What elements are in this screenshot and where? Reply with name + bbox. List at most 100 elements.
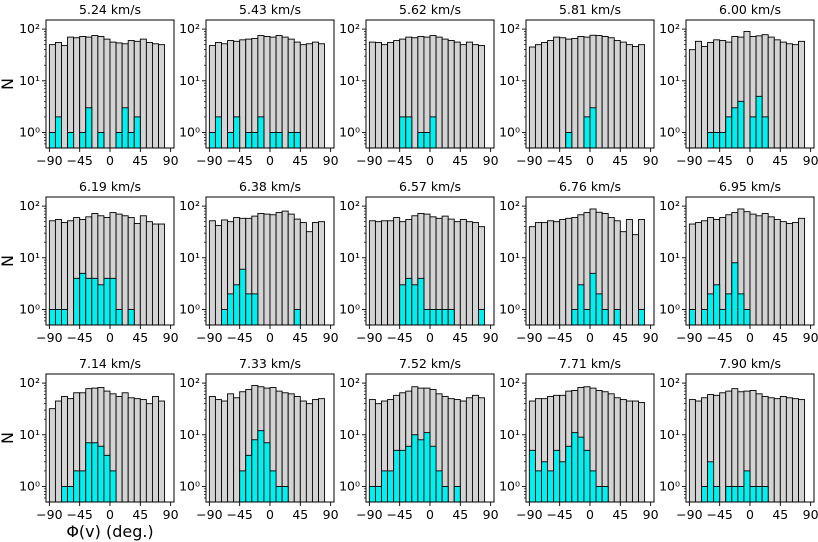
bar-all-19 <box>638 402 646 503</box>
x-tick-label: −45 <box>66 153 92 168</box>
bar-all-14 <box>287 38 295 149</box>
panel-3: 5.62 km/s −90 −45 0 45 90 10⁰ 10¹ 10² <box>339 2 499 168</box>
bar-selected-10 <box>103 454 111 503</box>
bar-all-14 <box>607 217 615 326</box>
x-tick-label: 0 <box>586 330 594 345</box>
bar-all-9 <box>97 36 105 149</box>
bar-all-12 <box>435 36 443 149</box>
bar-all-19 <box>798 217 806 326</box>
bar-selected-6 <box>399 284 407 326</box>
bar-all-16 <box>459 400 467 503</box>
bar-selected-6 <box>559 461 567 503</box>
bar-all-17 <box>145 42 153 149</box>
bar-selected-2 <box>54 116 62 149</box>
x-tick-label: 0 <box>426 330 434 345</box>
x-tick-label: 45 <box>772 507 788 522</box>
y-tick-label: 10² <box>659 21 680 36</box>
bar-selected-3 <box>381 470 388 503</box>
x-tick-label: 90 <box>803 507 818 522</box>
panel-title: 7.14 km/s <box>79 356 141 371</box>
bar-all-18 <box>471 44 479 149</box>
bar-all-7 <box>565 38 573 149</box>
bar-selected-11 <box>749 485 757 503</box>
bar-all-14 <box>447 398 455 503</box>
bar-selected-8 <box>731 107 739 149</box>
bar-all-15 <box>613 397 621 503</box>
panel-title: 5.43 km/s <box>239 2 301 17</box>
x-tick-label: −45 <box>386 330 412 345</box>
bar-selected-8 <box>251 131 259 149</box>
panel-title: 6.95 km/s <box>719 179 781 194</box>
bar-selected-5 <box>553 449 561 503</box>
panel-title: 7.90 km/s <box>719 356 781 371</box>
x-tick-label: −90 <box>196 153 222 168</box>
bar-all-16 <box>299 44 307 149</box>
bar-selected-7 <box>85 442 93 503</box>
bar-all-11 <box>749 390 757 503</box>
y-tick-label: 10¹ <box>659 73 680 88</box>
bar-all-16 <box>619 399 627 503</box>
bar-all-1 <box>48 408 56 503</box>
x-tick-label: −90 <box>516 153 542 168</box>
x-tick-label: 0 <box>266 507 274 522</box>
bar-selected-7 <box>725 485 733 503</box>
bar-all-10 <box>743 211 751 326</box>
bar-selected-4 <box>707 131 715 149</box>
panel-6: 6.19 km/s −90 −45 0 45 90 10⁰ 10¹ 10² <box>19 179 179 345</box>
bar-all-1 <box>688 399 696 503</box>
bar-selected-6 <box>399 449 407 503</box>
bar-selected-13 <box>601 308 609 326</box>
bar-selected-2 <box>54 308 62 326</box>
bar-selected-4 <box>707 461 715 503</box>
bar-all-19 <box>798 40 806 149</box>
bar-selected-11 <box>429 116 437 149</box>
y-tick-label: 10¹ <box>659 250 680 265</box>
bar-all-1 <box>208 396 216 503</box>
bar-selected-3 <box>61 308 69 326</box>
bar-selected-8 <box>251 439 259 503</box>
bar-all-16 <box>619 41 627 149</box>
bar-all-1 <box>208 220 216 326</box>
y-tick-label: 10² <box>659 198 680 213</box>
bar-selected-4 <box>67 485 75 503</box>
y-axis-label-row-3: N <box>0 432 17 444</box>
x-tick-label: 0 <box>746 507 754 522</box>
x-tick-label: 90 <box>643 507 659 522</box>
x-tick-label: −90 <box>516 330 542 345</box>
y-axis-label-row-2: N <box>0 255 17 267</box>
bar-all-4 <box>227 40 235 149</box>
x-tick-label: −45 <box>226 153 252 168</box>
bar-all-11 <box>269 214 277 326</box>
bar-selected-10 <box>743 308 751 326</box>
bar-all-6 <box>719 392 727 503</box>
x-tick-label: 45 <box>452 153 468 168</box>
bar-all-17 <box>465 397 473 503</box>
bar-all-14 <box>127 217 135 326</box>
y-tick-label: 10¹ <box>19 250 40 265</box>
y-tick-label: 10² <box>179 375 200 390</box>
panel-7: 6.38 km/s −90 −45 0 45 90 10⁰ 10¹ 10² <box>179 179 339 345</box>
y-tick-label: 10² <box>179 198 200 213</box>
bar-all-3 <box>541 42 548 149</box>
bar-selected-11 <box>269 470 277 503</box>
x-tick-label: 90 <box>483 507 499 522</box>
bar-all-14 <box>767 397 775 503</box>
bar-all-13 <box>601 391 609 503</box>
bar-all-17 <box>305 231 313 326</box>
bar-all-16 <box>299 400 307 503</box>
bar-all-13 <box>281 36 289 149</box>
bar-selected-5 <box>233 116 241 149</box>
x-tick-label: −45 <box>546 330 572 345</box>
x-tick-label: 90 <box>483 330 499 345</box>
bar-selected-12 <box>595 485 603 503</box>
bar-selected-7 <box>245 454 253 503</box>
bar-all-12 <box>115 396 123 503</box>
bar-selected-8 <box>731 485 739 503</box>
bar-all-8 <box>731 388 739 503</box>
bar-all-2 <box>694 400 702 503</box>
bar-all-2 <box>54 400 62 503</box>
y-tick-label: 10² <box>339 198 360 213</box>
bar-all-19 <box>318 43 326 149</box>
bar-selected-3 <box>221 308 229 326</box>
bar-selected-15 <box>613 308 621 326</box>
